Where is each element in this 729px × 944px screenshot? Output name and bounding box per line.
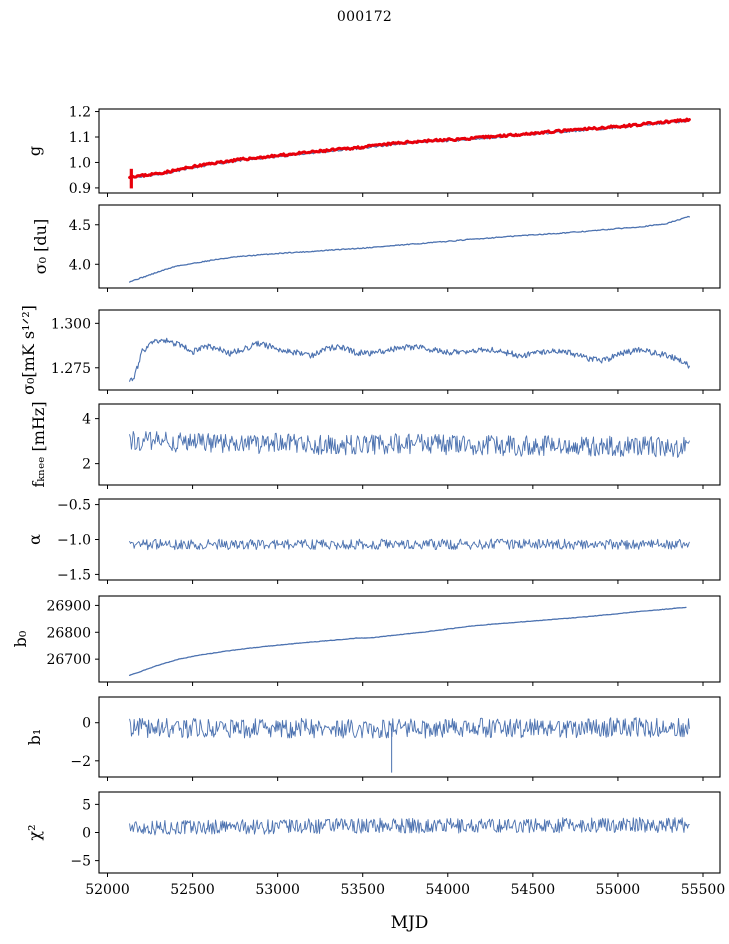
- ylabel-b0: b₀: [11, 631, 30, 648]
- panel-frame-b1: [98, 696, 721, 778]
- ytick-label-alpha-2: −0.5: [57, 498, 91, 514]
- panel-data-fknee: [129, 431, 690, 458]
- ytick-label-fknee-1: 4: [82, 412, 91, 428]
- panel-frame-alpha: [98, 498, 721, 581]
- series-b0: [128, 606, 687, 677]
- panel-sigma0-mk: 1.275 1.300: [51, 309, 721, 394]
- ytick-label-b1-0: −2: [70, 754, 91, 770]
- panel-data-chi2: [129, 817, 690, 836]
- panel-fknee: 24: [82, 403, 721, 489]
- xtick-label-3: 53500: [340, 882, 385, 898]
- ytick-label-sigma0-mk-0: 1.275: [51, 361, 91, 377]
- panel-data-b0: [128, 606, 687, 677]
- panel-frame-sigma0-mk: [98, 309, 721, 391]
- ytick-label-chi2-0: −5: [70, 854, 91, 870]
- ytick-label-gain-1: 1.0: [69, 155, 91, 171]
- ytick-label-sigma0-du-0: 4.0: [69, 257, 91, 273]
- series-chi2: [129, 817, 690, 836]
- panel-alpha: −1.5 −1.0 −0.5: [57, 498, 721, 584]
- xtick-label-5: 54500: [511, 882, 556, 898]
- panel-chi2: −5 0 5 52000 52500 53000 53500 54000 54500 55000 5…: [70, 791, 726, 898]
- xtick-label-7: 55500: [681, 882, 726, 898]
- panel-b1: −2 0: [70, 696, 721, 781]
- ylabel-chi2: χ²: [25, 824, 44, 840]
- ytick-label-alpha-0: −1.5: [57, 567, 91, 583]
- series-fitted: [128, 117, 691, 180]
- series-f_knee: [129, 431, 690, 458]
- panel-b0: 26700 26800 26900: [46, 595, 721, 686]
- panel-frame-gain: [98, 108, 721, 194]
- ytick-label-alpha-1: −1.0: [57, 533, 91, 549]
- ylabel-sigma0-mk: σ₀[mK s¹ᐟ²]: [19, 305, 38, 395]
- xtick-label-2: 53000: [255, 882, 300, 898]
- series-sigma0_du: [128, 215, 691, 283]
- ytick-label-fknee-0: 2: [82, 457, 91, 473]
- series-sigma0_mk: [129, 337, 690, 382]
- xtick-label-6: 55000: [596, 882, 641, 898]
- xtick-label-4: 54000: [426, 882, 471, 898]
- panel-data-sigma0-mk: [129, 337, 690, 382]
- ytick-label-gain-3: 1.2: [69, 105, 91, 121]
- ylabel-b1: b₁: [25, 729, 44, 746]
- panel-data-sigma0-du: [128, 215, 691, 283]
- panel-data-gain: [128, 117, 691, 189]
- ytick-label-chi2-1: 0: [82, 826, 91, 842]
- panel-gain: 0.9 1.0 1.1 1.2: [69, 105, 721, 197]
- panel-sigma0-du: 4.0 4.5: [69, 204, 721, 292]
- ylabel-sigma0-du: σ₀ [du]: [31, 219, 50, 274]
- ylabel-gain: g: [25, 146, 44, 156]
- series-alpha: [129, 538, 690, 551]
- series-b1: [129, 717, 690, 739]
- ytick-label-sigma0-mk-1: 1.300: [51, 316, 91, 332]
- ylabel-fknee: fₖₙₑₑ [mHz]: [29, 401, 48, 487]
- ytick-label-b0-0: 26700: [46, 652, 91, 668]
- panel-data-b1: [129, 717, 690, 773]
- ytick-label-b0-2: 26900: [46, 598, 91, 614]
- ytick-label-b0-1: 26800: [46, 625, 91, 641]
- panel-data-alpha: [129, 538, 690, 551]
- xtick-label-0: 52000: [85, 882, 130, 898]
- ytick-label-gain-2: 1.1: [69, 130, 91, 146]
- xlabel: MJD: [391, 913, 429, 933]
- ytick-label-chi2-2: 5: [82, 797, 91, 813]
- xtick-label-1: 52500: [170, 882, 215, 898]
- ytick-label-b1-1: 0: [82, 716, 91, 732]
- panel-frame-fknee: [98, 403, 721, 486]
- ytick-label-sigma0-du-1: 4.5: [69, 218, 91, 234]
- ytick-label-gain-0: 0.9: [69, 181, 91, 197]
- figure-title: 000172: [336, 9, 393, 25]
- panel-frame-sigma0-du: [98, 204, 721, 289]
- ylabel-alpha: α: [25, 534, 44, 545]
- panel-frame-b0: [98, 595, 721, 683]
